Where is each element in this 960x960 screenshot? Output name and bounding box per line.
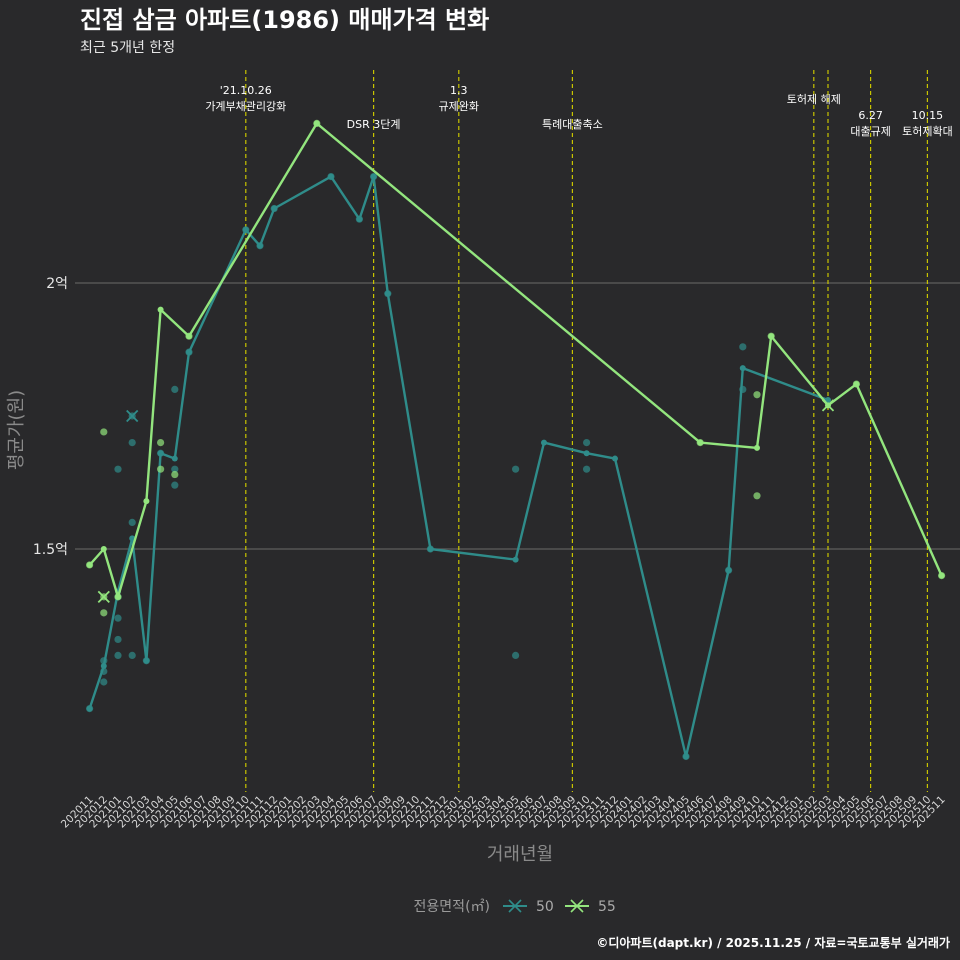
legend: 전용면적(㎡) 50 55 [414,899,616,915]
series-55 [86,119,946,617]
event-label: '21.10.26 [220,84,272,97]
event-label: 가계부채관리강화 [205,100,286,113]
x-marker [821,399,835,412]
event-label: 토허제확대 [902,125,953,138]
line-vertex [697,439,704,446]
data-point [157,465,165,473]
data-point [753,391,761,399]
series-line [88,175,829,758]
data-point [100,428,108,436]
series-50 [86,173,831,761]
legend-key-marker [570,899,584,913]
line-vertex [612,455,618,462]
line-vertex [100,546,107,552]
chart-title: 진접 삼금 아파트(1986) 매매가격 변화 [80,6,489,34]
event-label: DSR 3단계 [347,118,401,131]
data-point [171,385,179,393]
event-label: 1.3 [450,84,468,97]
data-point [128,439,136,447]
line-vertex [100,663,107,670]
data-point [171,470,179,479]
series-group [86,119,946,761]
grid-lines [75,282,960,550]
data-point [171,465,179,473]
line-vertex [186,333,192,340]
data-point [128,518,136,527]
data-point [100,678,108,686]
line-vertex [86,705,93,712]
line-vertex [86,561,93,568]
line-vertex [938,572,945,579]
data-point [114,635,122,644]
event-label: 10.15 [912,109,944,122]
data-point [114,651,122,660]
line-vertex [143,498,150,505]
data-point [171,481,179,489]
line-vertex [853,381,860,388]
source-caption: ©디아파트(dapt.kr) / 2025.11.25 / 자료=국토교통부 실… [596,935,950,950]
line-vertex [768,333,775,340]
line-vertex [242,226,249,233]
data-point [100,609,108,617]
legend-label: 50 [536,899,554,915]
y-tick-label: 2억 [46,276,68,292]
event-label: 토허제 해제 [787,92,841,106]
line-vertex [427,546,434,552]
line-vertex [143,657,150,664]
line-vertex [157,306,164,313]
y-tick-label: 1.5억 [33,542,68,558]
x-axis-title: 거래년월 [487,844,553,865]
line-vertex [825,397,831,404]
line-vertex [313,120,320,127]
event-label: 6.27 [858,109,883,122]
line-vertex [115,593,121,600]
x-marker [97,590,110,604]
y-tick-labels: 1.5억 2억 [33,276,68,558]
data-point [753,492,761,500]
legend-title: 전용면적(㎡) [414,899,490,915]
data-point [128,651,136,660]
legend-key-marker [508,899,522,913]
legend-label: 55 [598,899,616,915]
data-point [114,465,122,473]
data-point [511,465,520,473]
data-point [511,651,520,660]
x-tick-labels: 2020112020122021012021022021032021042021… [59,793,948,830]
line-vertex [512,556,519,563]
line-vertex [157,450,164,457]
line-vertex [754,444,760,451]
line-vertex [370,173,377,180]
line-vertex [739,365,746,372]
line-vertex [328,173,334,180]
data-point [583,439,591,447]
line-vertex [384,290,391,297]
line-vertex [541,439,547,446]
event-label: 특례대출축소 [542,118,603,131]
event-label: 규제완화 [439,100,479,113]
line-vertex [683,753,689,760]
event-label: 대출규제 [850,125,890,138]
line-vertex [171,455,178,462]
y-axis-title: 평균가(원) [6,390,27,470]
data-point [157,439,165,447]
line-vertex [725,567,732,574]
data-point [583,465,591,473]
line-vertex [257,242,263,249]
data-point [739,343,747,351]
line-vertex [271,205,278,212]
line-vertex [356,216,363,223]
x-marker [126,409,139,423]
line-vertex [186,349,192,356]
data-point [114,614,122,622]
chart-subtitle: 최근 5개년 한정 [80,40,175,56]
line-vertex [583,450,590,457]
